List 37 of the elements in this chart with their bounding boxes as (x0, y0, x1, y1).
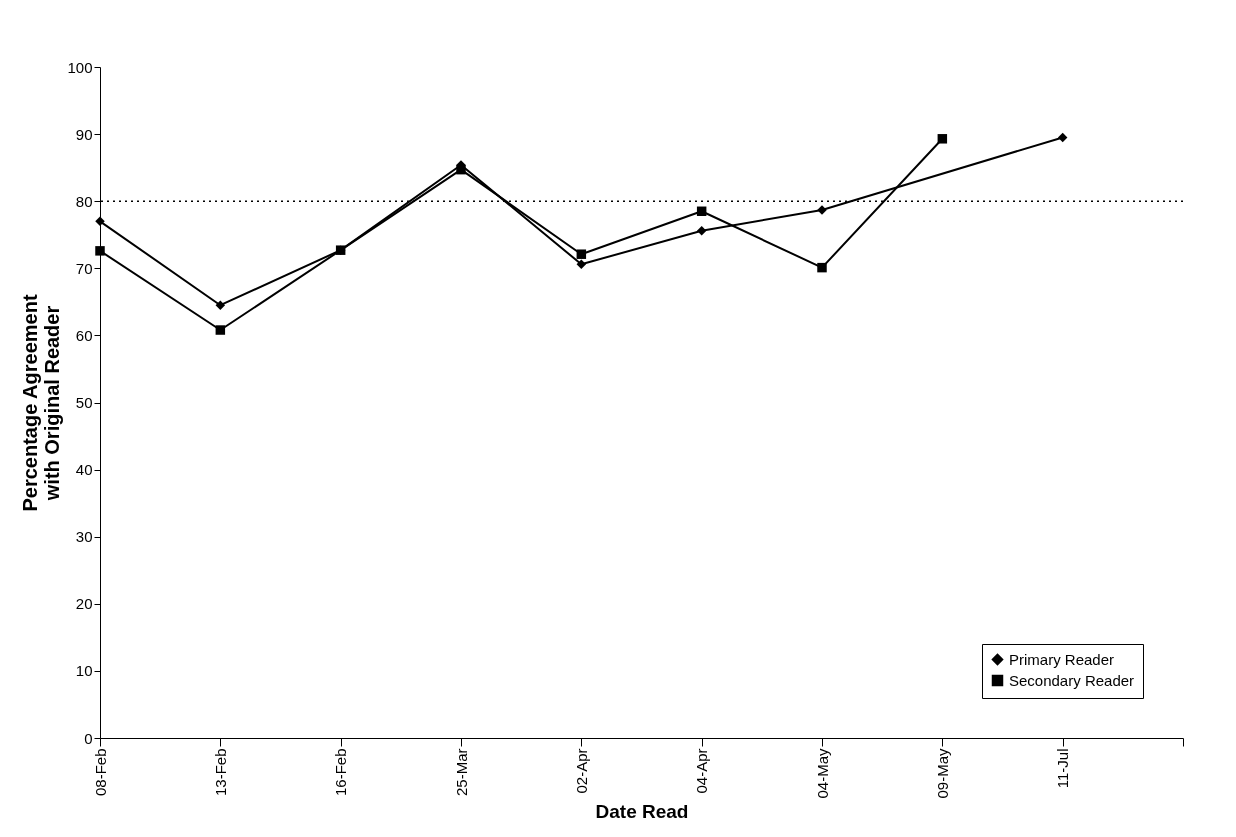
x-tick-label: 13-Feb (211, 748, 229, 797)
x-tick-label: 04-May (813, 748, 831, 799)
y-tick-label: 60 (75, 326, 93, 344)
point (95, 246, 105, 256)
y-tick-label: 50 (75, 394, 93, 411)
x-tick-label: 08-Feb (91, 748, 109, 797)
point (1057, 132, 1068, 143)
point (696, 206, 707, 217)
x-tick-label: 11-Jul (1054, 748, 1072, 789)
x-tick-label: 04-Apr (693, 748, 711, 794)
x-axis-title: Date Read (595, 800, 689, 822)
x-tick-label: 25-Mar (452, 748, 470, 797)
y-tick-label: 80 (75, 192, 93, 210)
y-tick-label: 90 (75, 125, 93, 143)
legend-label: Primary Reader (1009, 650, 1115, 668)
x-tick-label: 16-Feb (332, 748, 350, 797)
y-tick-label: 70 (75, 259, 93, 277)
point (937, 134, 948, 144)
point (95, 216, 105, 227)
y-tick-label: 30 (75, 528, 93, 546)
x-tick-label: 09-May (933, 748, 951, 799)
point (696, 225, 707, 236)
point (576, 259, 587, 270)
legend-label: Secondary Reader (1009, 671, 1135, 689)
point (456, 164, 466, 175)
point (335, 245, 346, 255)
y-axis-title: Percentage Agreement with Original Reader (19, 294, 64, 512)
y-tick-label: 0 (84, 729, 93, 747)
y-tick-label: 10 (75, 662, 93, 680)
x-tick-label: 02-Apr (572, 748, 590, 794)
point (215, 300, 226, 310)
point (215, 325, 226, 335)
y-tick-label: 40 (75, 461, 93, 479)
y-tick-label: 100 (67, 58, 93, 76)
point (576, 249, 587, 259)
y-tick-label: 20 (75, 595, 93, 613)
point (817, 262, 827, 273)
